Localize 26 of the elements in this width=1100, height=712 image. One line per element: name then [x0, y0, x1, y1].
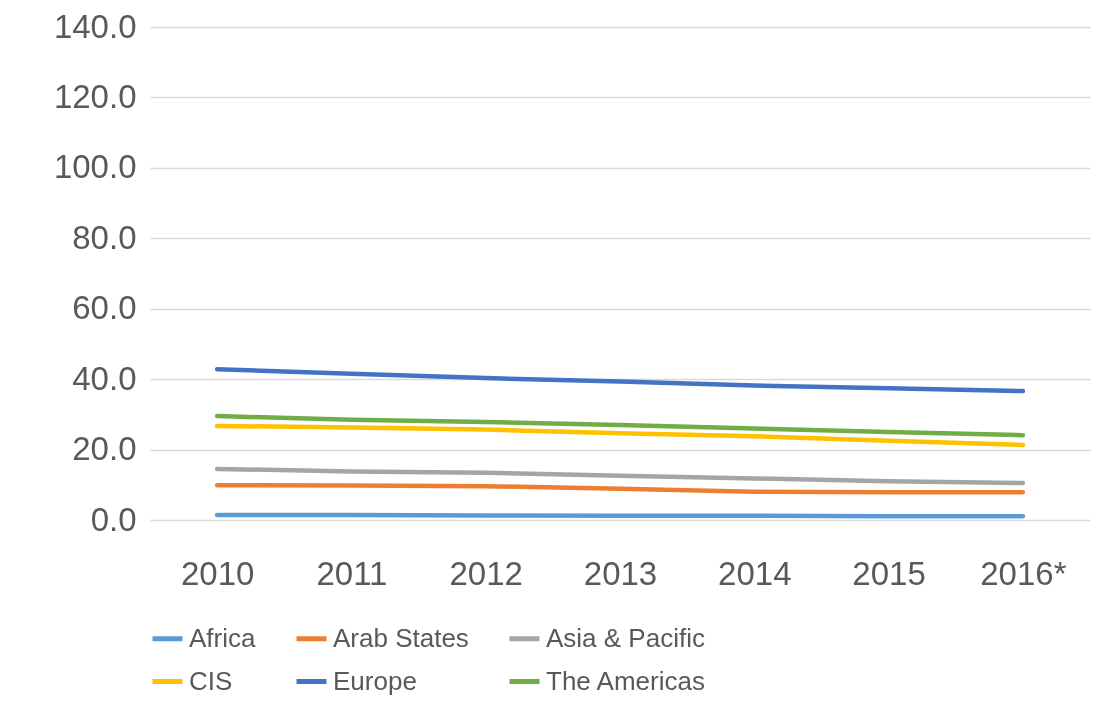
x-tick-label: 2016*	[980, 554, 1067, 592]
line-series	[214, 367, 1026, 394]
y-tick-label: 100.0	[53, 148, 137, 186]
y-tick-label: 60.0	[72, 289, 137, 327]
legend-label: The Americas	[546, 665, 705, 696]
y-tick-label: 0.0	[90, 500, 137, 538]
x-tick-label: 2014	[718, 554, 792, 592]
line-series	[214, 466, 1026, 486]
line-series	[214, 423, 1026, 448]
legend-label: Arab States	[333, 622, 469, 653]
legend-label: CIS	[189, 665, 233, 696]
y-tick-label: 140.0	[53, 7, 137, 45]
y-tick-label: 80.0	[72, 218, 137, 256]
line-series	[214, 482, 1026, 495]
x-tick-label: 2010	[180, 554, 255, 592]
x-tick-label: 2015	[852, 554, 926, 592]
legend-label: Europe	[333, 665, 417, 696]
legend-label: Africa	[189, 622, 256, 653]
line-series	[214, 413, 1026, 438]
legend-label: Asia & Pacific	[546, 622, 705, 653]
y-tick-label: 20.0	[72, 430, 137, 468]
x-tick-label: 2011	[316, 554, 388, 592]
y-tick-label: 120.0	[53, 77, 137, 115]
y-tick-label: 40.0	[72, 359, 137, 397]
x-tick-label: 2013	[583, 554, 658, 592]
x-tick-label: 2012	[449, 554, 523, 592]
